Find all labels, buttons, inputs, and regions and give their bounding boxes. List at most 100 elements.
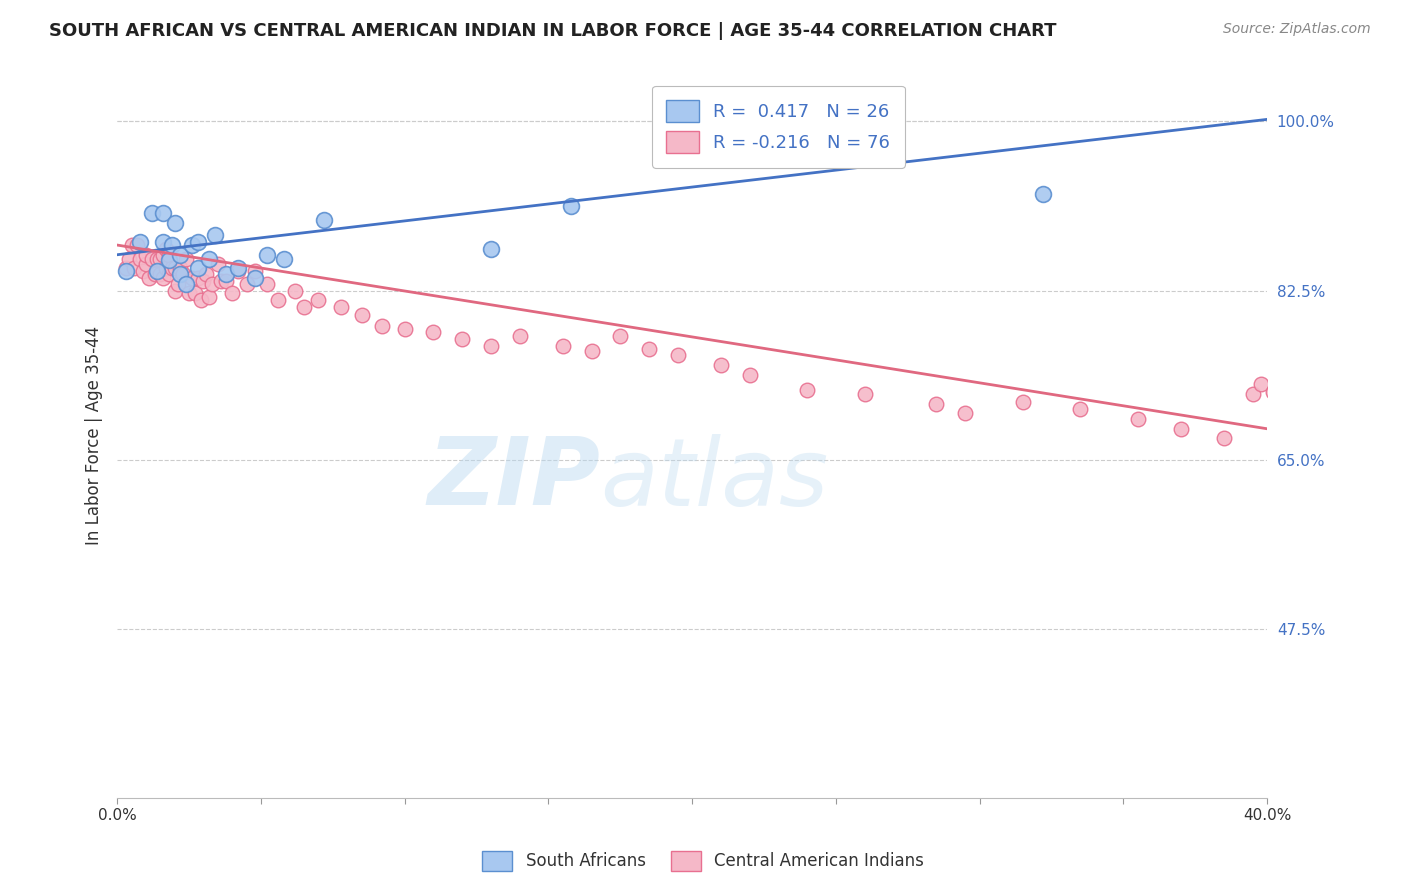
Point (1170, 422, 1192, 436)
Point (394, 322, 416, 336)
Point (925, 396, 948, 410)
Point (307, 293, 329, 308)
Point (422, 325, 444, 339)
Point (157, 267, 180, 281)
Point (451, 332, 474, 346)
Point (132, 264, 155, 278)
Point (149, 267, 172, 281)
Point (201, 277, 224, 291)
Point (163, 216, 186, 230)
Legend: R =  0.417   N = 26, R = -0.216   N = 76: R = 0.417 N = 26, R = -0.216 N = 76 (652, 86, 904, 168)
Point (160, 261, 183, 276)
Point (638, 342, 661, 356)
Point (666, 348, 689, 362)
Point (121, 238, 143, 252)
Point (1032, 186, 1054, 201)
Point (146, 264, 169, 278)
Point (853, 387, 876, 401)
Point (243, 264, 266, 278)
Point (169, 248, 191, 262)
Point (157, 248, 180, 262)
Point (141, 252, 163, 266)
Point (187, 271, 209, 285)
Point (143, 267, 166, 281)
Point (1126, 412, 1149, 426)
Point (187, 235, 209, 249)
Point (118, 252, 141, 266)
Point (190, 293, 212, 308)
Point (209, 274, 232, 288)
Point (204, 228, 226, 243)
Point (198, 252, 221, 266)
Point (114, 261, 136, 276)
Point (551, 338, 574, 352)
Point (215, 267, 238, 281)
Point (953, 406, 976, 420)
Point (796, 383, 818, 397)
Point (127, 238, 149, 252)
Point (146, 252, 169, 266)
Point (177, 286, 200, 301)
Point (226, 264, 249, 278)
Point (187, 261, 209, 276)
Point (141, 206, 163, 220)
Point (243, 271, 266, 285)
Point (129, 252, 152, 266)
Point (207, 257, 229, 271)
Point (152, 235, 174, 249)
Point (560, 199, 582, 213)
Point (370, 319, 392, 334)
Point (314, 213, 336, 227)
Point (181, 271, 204, 285)
Point (181, 238, 204, 252)
Point (226, 261, 249, 276)
Point (1250, 377, 1272, 392)
Point (135, 257, 157, 271)
Point (129, 235, 152, 249)
Point (273, 252, 295, 266)
Point (149, 252, 172, 266)
Point (581, 344, 603, 359)
Point (172, 267, 194, 281)
Point (152, 248, 174, 262)
Text: atlas: atlas (600, 434, 828, 524)
Point (169, 267, 191, 281)
Point (160, 238, 183, 252)
Text: Source: ZipAtlas.com: Source: ZipAtlas.com (1223, 22, 1371, 37)
Point (1261, 384, 1284, 399)
Point (738, 368, 761, 382)
Point (163, 284, 186, 298)
Text: ZIP: ZIP (427, 433, 600, 525)
Point (221, 286, 243, 301)
Text: SOUTH AFRICAN VS CENTRAL AMERICAN INDIAN IN LABOR FORCE | AGE 35-44 CORRELATION : SOUTH AFRICAN VS CENTRAL AMERICAN INDIAN… (49, 22, 1057, 40)
Point (135, 248, 157, 262)
Point (155, 242, 177, 256)
Point (267, 293, 290, 308)
Point (152, 206, 174, 220)
Point (350, 308, 373, 322)
Point (479, 242, 502, 256)
Point (138, 271, 160, 285)
Point (169, 261, 191, 276)
Point (193, 274, 215, 288)
Point (1011, 394, 1033, 409)
Point (479, 338, 502, 352)
Point (509, 329, 531, 343)
Point (609, 329, 631, 343)
Point (1241, 387, 1264, 401)
Point (1069, 402, 1091, 417)
Point (166, 277, 188, 291)
Point (157, 252, 180, 267)
Point (152, 271, 174, 285)
Legend: South Africans, Central American Indians: South Africans, Central American Indians (474, 842, 932, 880)
Point (198, 290, 221, 304)
Point (235, 277, 257, 291)
Point (174, 277, 197, 291)
Point (292, 300, 315, 314)
Point (1212, 432, 1234, 446)
Point (256, 248, 278, 262)
Point (284, 284, 307, 298)
Point (330, 300, 353, 314)
Point (215, 274, 238, 288)
Point (174, 252, 197, 266)
